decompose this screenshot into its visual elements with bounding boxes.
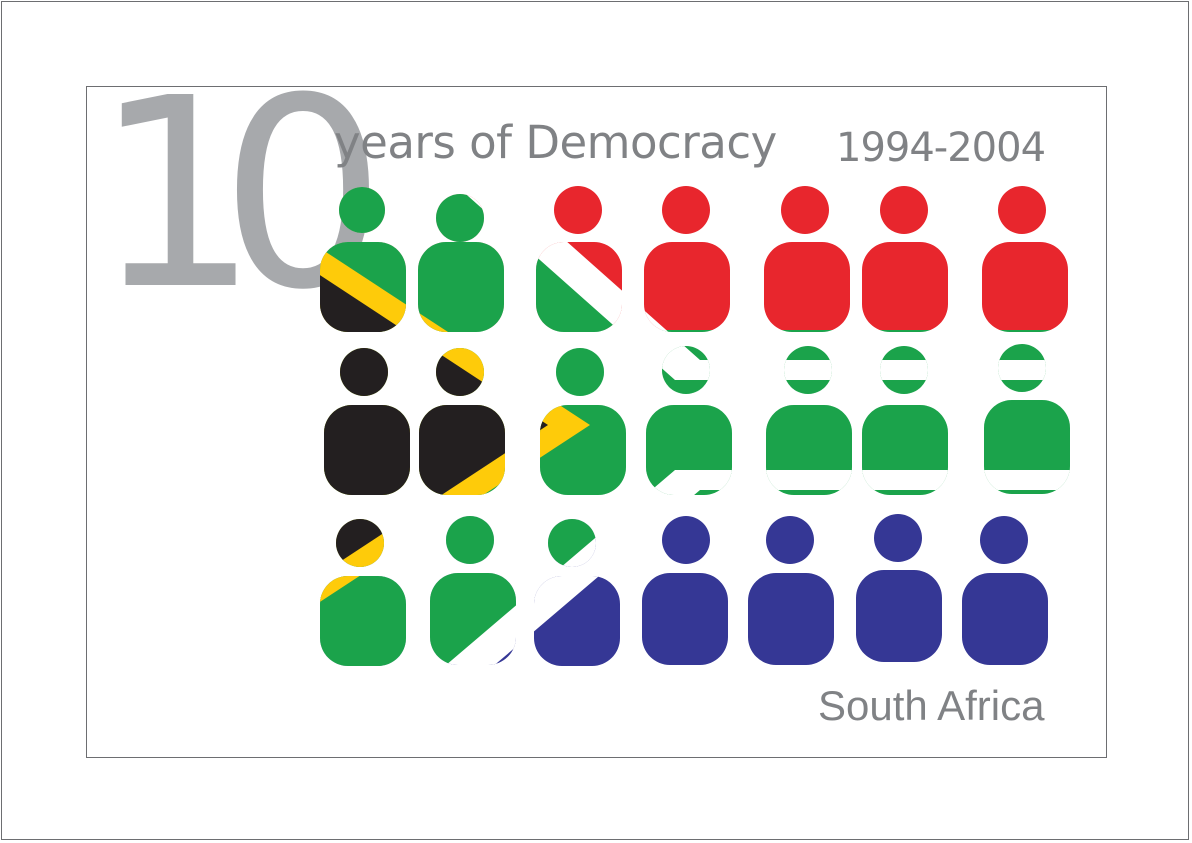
headline: years of Democracy <box>334 116 777 169</box>
year-range: 1994-2004 <box>836 125 1046 171</box>
country-name: South Africa <box>818 682 1045 729</box>
flag-pattern <box>320 186 1070 666</box>
poster-card <box>86 86 1107 758</box>
